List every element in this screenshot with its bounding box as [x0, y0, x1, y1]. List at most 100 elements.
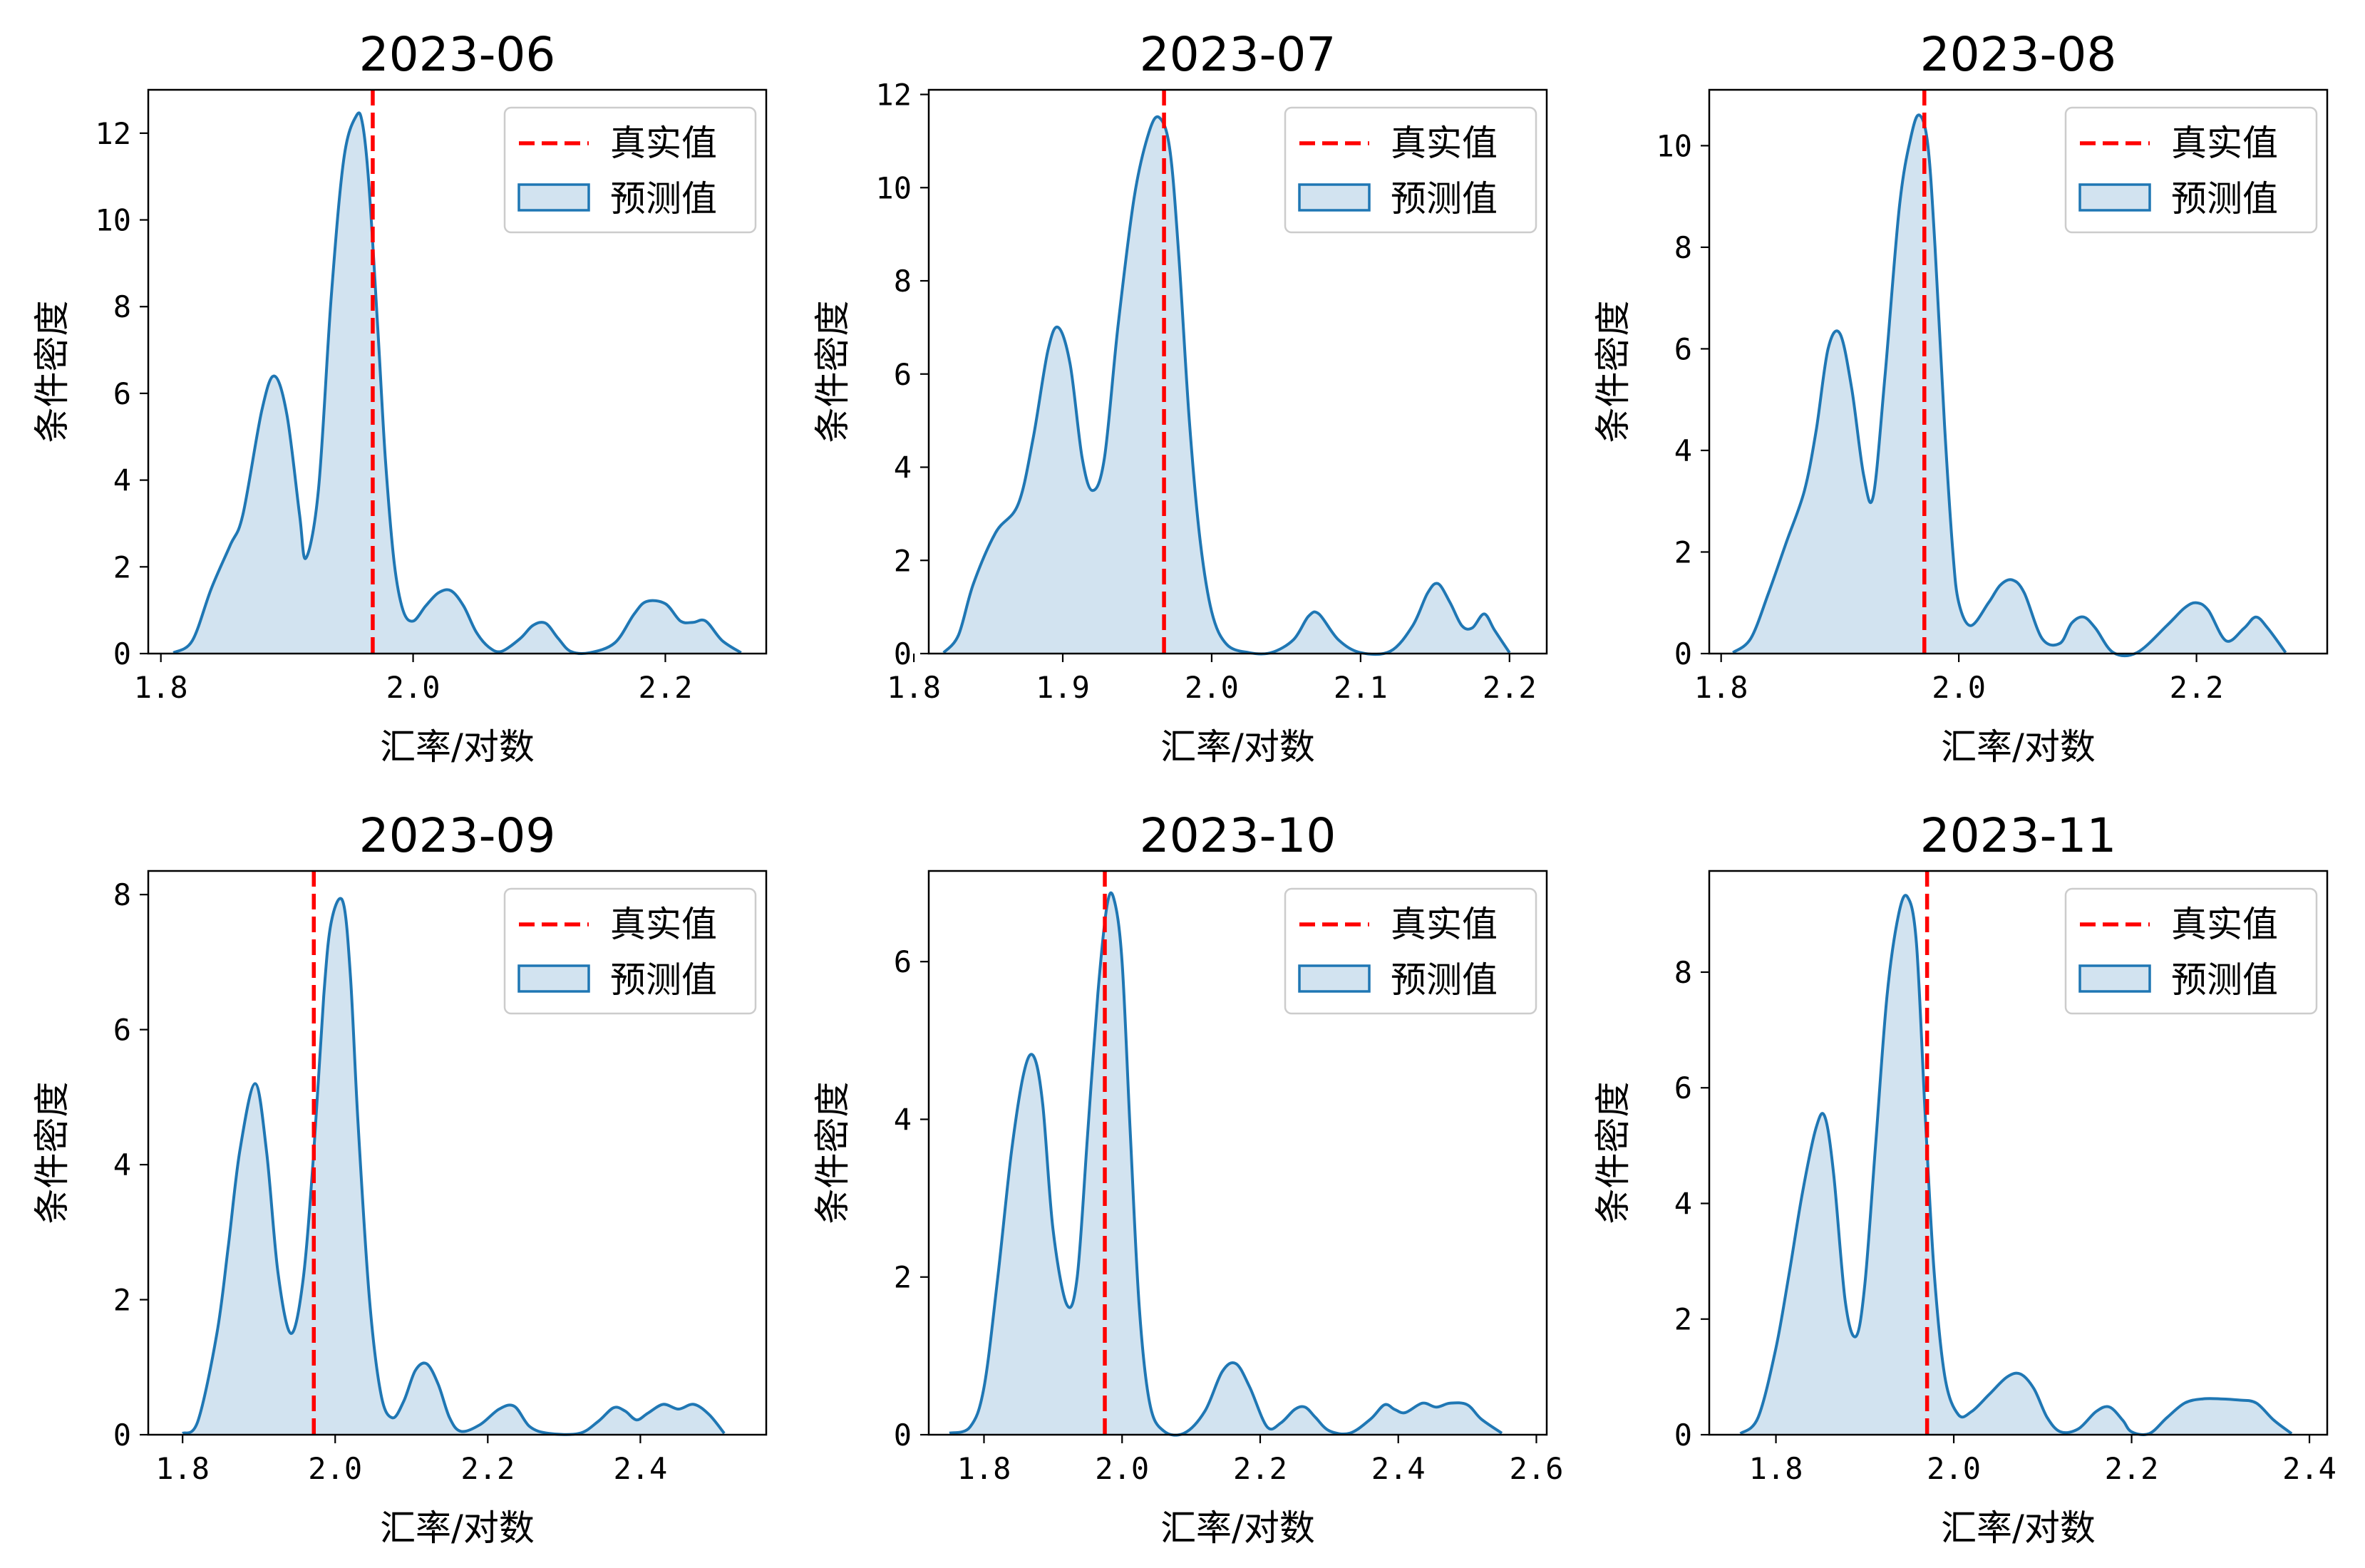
legend-pred-label: 预测值: [1391, 178, 1498, 220]
x-tick-label: 1.9: [1036, 670, 1090, 705]
y-tick-label: 8: [113, 289, 131, 324]
x-tick-label: 1.8: [887, 670, 941, 705]
y-axis-label: 条件密度: [31, 1082, 73, 1224]
density-fill: [949, 892, 1502, 1435]
density-fill: [943, 116, 1510, 655]
subplot-title: 2023-10: [1140, 808, 1336, 863]
y-tick-label: 4: [113, 1147, 131, 1182]
subplot-2023-10: 1.8 2.0 2.2 2.4 2.6 0 2 4 6 2023-10 汇率/对数 条件密度 真实值预测…: [812, 808, 1563, 1549]
y-axis-label: 条件密度: [812, 1082, 853, 1224]
y-tick-label: 4: [1674, 1186, 1692, 1221]
density-fill: [1733, 115, 2286, 656]
x-tick-label: 2.0: [1932, 670, 1986, 705]
y-tick-label: 0: [894, 636, 912, 671]
y-tick-label: 8: [1674, 230, 1692, 265]
x-tick-label: 2.0: [1927, 1451, 1981, 1486]
y-tick-label: 6: [113, 376, 131, 411]
legend-true-label: 真实值: [2171, 123, 2278, 164]
y-tick-label: 6: [113, 1013, 131, 1048]
x-tick-label: 2.4: [1371, 1451, 1426, 1486]
subplot-2023-07: 1.8 1.9 2.0 2.1 2.2 0 2 4 6 8 10 12 2023-07 汇率/对数 条件密度…: [812, 27, 1548, 768]
x-tick-label: 2.2: [2105, 1451, 2159, 1486]
legend-pred-swatch: [1298, 964, 1371, 993]
plot-frame: [1708, 870, 2329, 1436]
legend-true-label: 真实值: [610, 904, 717, 945]
x-tick-label: 2.2: [639, 670, 693, 705]
x-tick-label: 2.4: [613, 1451, 667, 1486]
plot-frame: [927, 88, 1548, 655]
x-tick-label: 2.4: [2282, 1451, 2336, 1486]
x-tick-label: 1.8: [1749, 1451, 1803, 1486]
density-curve: [1739, 894, 2293, 1436]
legend-pred-swatch: [1298, 183, 1371, 212]
x-tick-label: 2.2: [2170, 670, 2224, 705]
y-axis-label: 条件密度: [1592, 1082, 1634, 1224]
plot-frame: [147, 870, 768, 1436]
y-tick-label: 6: [894, 357, 912, 392]
density-curve: [949, 891, 1503, 1437]
density-fill: [1740, 895, 2292, 1435]
y-tick-label: 4: [894, 450, 912, 485]
x-axis-label: 汇率/对数: [380, 1507, 535, 1549]
subplot-title: 2023-08: [1920, 27, 2117, 82]
x-tick-label: 2.2: [1233, 1451, 1287, 1486]
y-tick-label: 10: [1656, 128, 1692, 163]
y-tick-label: 2: [113, 550, 131, 584]
y-tick-label: 4: [894, 1102, 912, 1137]
legend-pred-label: 预测值: [610, 959, 717, 1001]
legend-pred-swatch: [517, 183, 590, 212]
x-axis-label: 汇率/对数: [1160, 726, 1315, 768]
y-tick-label: 4: [113, 463, 131, 498]
y-tick-label: 2: [894, 543, 912, 578]
legend-true-label: 真实值: [1391, 123, 1498, 164]
subplot-title: 2023-09: [359, 808, 556, 863]
x-tick-label: 2.0: [308, 1451, 362, 1486]
x-tick-label: 2.2: [1483, 670, 1537, 705]
x-tick-label: 1.8: [134, 670, 188, 705]
y-tick-label: 6: [1674, 331, 1692, 366]
y-tick-label: 10: [95, 203, 131, 238]
x-axis-label: 汇率/对数: [1160, 1507, 1315, 1549]
legend-true-label: 真实值: [610, 123, 717, 164]
x-tick-label: 2.2: [460, 1451, 515, 1486]
plot-frame: [927, 870, 1548, 1436]
x-tick-label: 1.8: [1694, 670, 1748, 705]
legend-pred-label: 预测值: [2171, 178, 2278, 220]
density-fill: [182, 898, 725, 1435]
y-tick-label: 2: [1674, 1302, 1692, 1337]
plot-frame: [147, 88, 768, 655]
subplot-title: 2023-07: [1140, 27, 1336, 82]
y-tick-label: 2: [1674, 535, 1692, 569]
y-tick-label: 0: [113, 636, 131, 671]
x-tick-label: 1.8: [155, 1451, 210, 1486]
x-tick-label: 2.1: [1334, 670, 1388, 705]
y-tick-label: 0: [1674, 636, 1692, 671]
x-tick-label: 2.6: [1510, 1451, 1564, 1486]
y-axis-label: 条件密度: [1592, 301, 1634, 443]
legend-pred-swatch: [2078, 183, 2151, 212]
y-tick-label: 8: [1674, 955, 1692, 990]
x-tick-label: 1.8: [957, 1451, 1011, 1486]
subplot-title: 2023-11: [1920, 808, 2117, 863]
y-tick-label: 8: [894, 264, 912, 299]
y-axis-label: 条件密度: [31, 301, 73, 443]
plot-frame: [1708, 88, 2329, 655]
x-tick-label: 2.0: [1095, 1451, 1149, 1486]
density-curve: [942, 115, 1511, 656]
y-tick-label: 0: [1674, 1418, 1692, 1453]
y-tick-label: 12: [875, 78, 912, 113]
x-axis-label: 汇率/对数: [1941, 1507, 2096, 1549]
y-tick-label: 8: [113, 877, 131, 912]
legend-pred-swatch: [517, 964, 590, 993]
y-tick-label: 2: [113, 1283, 131, 1318]
subplot-title: 2023-06: [359, 27, 556, 82]
